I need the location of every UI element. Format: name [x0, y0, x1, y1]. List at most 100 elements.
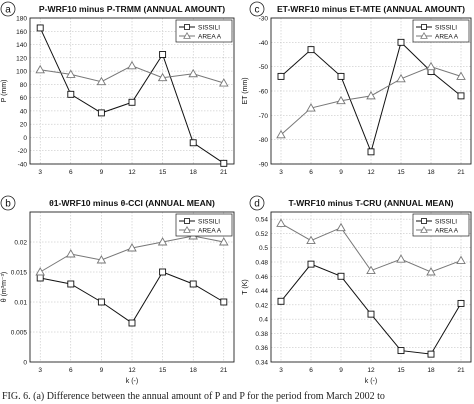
data-point-square [277, 72, 285, 80]
x-tick-label: 6 [69, 367, 73, 374]
chart-title: T-WRF10 minus T-CRU (ANNUAL MEAN) [288, 198, 453, 208]
series-line-area-a [280, 66, 462, 136]
x-tick-label: 15 [159, 367, 167, 374]
y-tick-label: -80 [259, 137, 269, 144]
data-point-triangle [219, 78, 229, 87]
plot-frame [270, 211, 472, 363]
data-point-square [159, 268, 167, 276]
x-tick-label: 12 [128, 169, 136, 176]
x-tick-label: 9 [339, 169, 343, 176]
data-point-triangle [306, 235, 316, 245]
legend-marker-triangle [420, 225, 428, 233]
figure: a P-WRF10 minus P-TRMM (ANNUAL AMOUNT) -40… [0, 1, 472, 385]
y-tick-label: -60 [259, 89, 269, 96]
data-point-square [457, 299, 465, 307]
y-tick-label: 0.46 [255, 274, 268, 281]
data-point-triangle [276, 218, 286, 227]
data-point-square [307, 260, 315, 268]
y-tick-label: -90 [259, 162, 269, 169]
y-axis-label: T (K) [242, 279, 249, 294]
x-tick-label: 3 [279, 169, 283, 176]
x-tick-label: 12 [128, 367, 136, 374]
data-point-square [457, 92, 465, 100]
data-point-triangle [66, 69, 76, 78]
data-point-triangle [366, 90, 376, 100]
data-point-triangle [306, 103, 316, 112]
panel-letter: a [5, 5, 11, 16]
y-tick-label: 0.48 [255, 260, 268, 267]
legend-marker-triangle [420, 31, 428, 39]
data-point-square [277, 297, 285, 305]
x-tick-label: 21 [220, 169, 228, 176]
x-tick-label: 9 [100, 367, 104, 374]
x-tick-label: 15 [159, 169, 167, 176]
y-tick-label: 160 [16, 29, 27, 36]
y-tick-label: -70 [259, 113, 269, 120]
plot-frame [29, 17, 235, 165]
data-point-square [367, 148, 375, 156]
data-point-square [397, 38, 405, 46]
data-point-square [128, 98, 136, 106]
x-axis-label: k (-) [365, 378, 377, 385]
data-point-triangle [276, 129, 286, 139]
panel-letter-circle [249, 1, 265, 17]
y-tick-label: 0.38 [255, 331, 268, 338]
x-tick-label: 3 [38, 367, 42, 374]
chart-title: θ1-WRF10 minus θ-CCI (ANNUAL MEAN) [49, 198, 215, 208]
data-point-triangle [96, 76, 107, 86]
legend-marker-triangle [183, 225, 191, 233]
panel-letter: c [255, 5, 260, 16]
legend-marker-square [421, 24, 427, 30]
y-tick-label: -50 [259, 64, 269, 71]
panel-letter-circle [0, 195, 16, 211]
legend-entry: SISSILI [435, 218, 457, 225]
data-point-square [36, 24, 44, 32]
figure-caption: FIG. 6. (a) Difference between the annua… [2, 391, 385, 402]
data-point-triangle [366, 265, 376, 275]
data-point-square [307, 46, 315, 54]
y-tick-label: 0.36 [255, 345, 268, 352]
chart-panel-d: d T-WRF10 minus T-CRU (ANNUAL MEAN) 0.34 0.… [242, 195, 472, 385]
data-point-triangle [219, 237, 229, 246]
data-point-square [397, 347, 405, 355]
legend-entry: AREA A [198, 33, 222, 40]
data-point-triangle [157, 72, 168, 82]
x-tick-label: 12 [367, 367, 375, 374]
x-axis-label: k (-) [126, 378, 138, 385]
y-tick-label: 0 [23, 135, 27, 142]
panel-letter-circle [249, 195, 265, 211]
y-axis-label: ET (mm) [242, 77, 249, 104]
panel-letter: b [5, 199, 11, 210]
y-tick-label: -30 [259, 16, 269, 23]
y-tick-label: 0.005 [11, 330, 28, 337]
data-point-square [337, 272, 345, 280]
panel-letter-circle [0, 1, 16, 17]
data-point-triangle [127, 60, 137, 70]
x-tick-label: 15 [397, 169, 405, 176]
legend: SISSILI AREA A [175, 213, 233, 237]
data-point-square [67, 90, 75, 98]
data-point-square [220, 159, 228, 167]
chart-panel-a: a P-WRF10 minus P-TRMM (ANNUAL AMOUNT) -40… [0, 1, 235, 176]
legend-entry: SISSILI [198, 218, 220, 225]
data-point-triangle [456, 71, 466, 80]
legend-marker-square [421, 218, 427, 224]
y-tick-label: 100 [16, 69, 27, 76]
data-point-square [159, 51, 167, 58]
data-point-triangle [336, 95, 346, 105]
data-point-triangle [426, 267, 436, 276]
y-tick-label: 0.42 [255, 302, 268, 309]
y-tick-label: 0.01 [14, 300, 27, 307]
y-tick-label: 0.02 [14, 240, 27, 247]
y-tick-label: 0.54 [255, 217, 268, 224]
x-tick-label: 18 [190, 169, 198, 176]
x-tick-label: 3 [279, 367, 283, 374]
x-tick-label: 18 [427, 367, 435, 374]
y-tick-label: 40 [20, 108, 28, 115]
data-point-triangle [157, 237, 168, 246]
panel-letter: d [254, 199, 260, 210]
legend-entry: AREA A [198, 227, 222, 234]
legend-entry: SISSILI [435, 24, 457, 31]
data-point-square [427, 350, 435, 358]
x-tick-label: 18 [427, 169, 435, 176]
